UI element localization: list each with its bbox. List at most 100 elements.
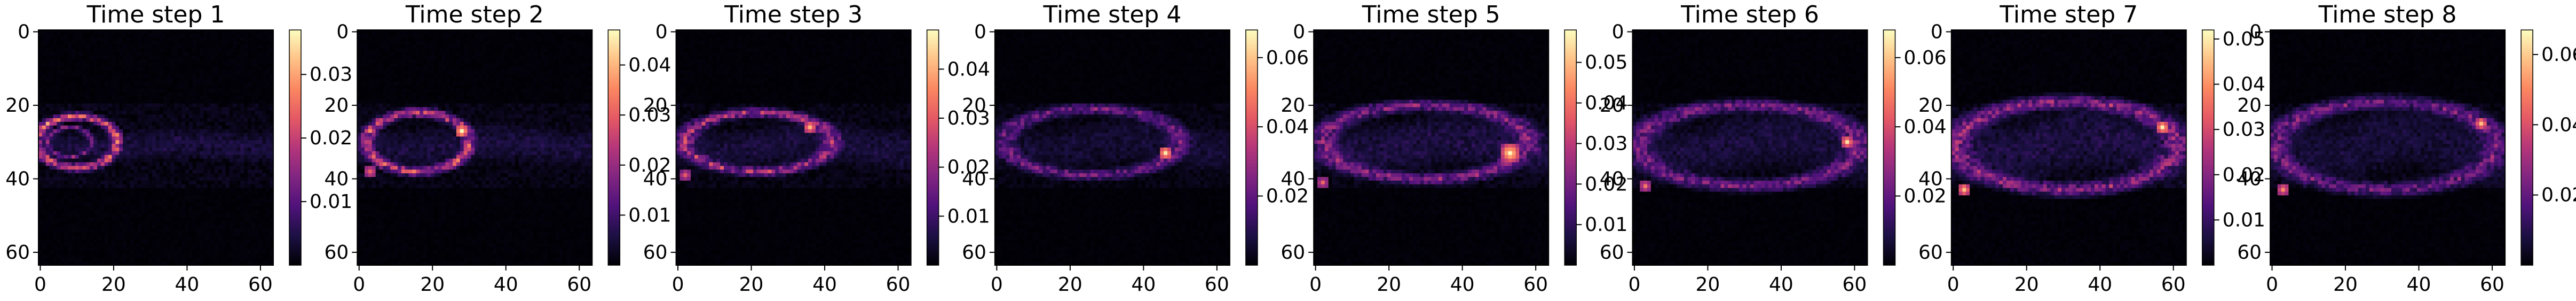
heatmap-cell bbox=[46, 56, 50, 59]
heatmap-cell bbox=[468, 52, 471, 56]
heatmap-cell bbox=[559, 41, 563, 45]
heatmap-cell bbox=[38, 155, 42, 159]
heatmap-cell bbox=[230, 228, 233, 232]
heatmap-cell bbox=[83, 254, 86, 258]
heatmap-cell bbox=[68, 206, 72, 210]
heatmap-cell bbox=[93, 199, 97, 203]
heatmap-cell bbox=[504, 78, 508, 81]
heatmap-cell bbox=[127, 85, 130, 89]
heatmap-cell bbox=[68, 107, 72, 111]
heatmap-cell bbox=[255, 89, 259, 92]
heatmap-cell bbox=[178, 41, 181, 45]
heatmap-cell bbox=[464, 78, 468, 81]
heatmap-cell bbox=[248, 181, 251, 184]
heatmap-cell bbox=[50, 34, 53, 37]
heatmap-cell bbox=[259, 166, 263, 169]
heatmap-cell bbox=[148, 100, 152, 104]
heatmap-cell bbox=[152, 71, 156, 74]
heatmap-cell bbox=[156, 107, 160, 111]
heatmap-cell bbox=[115, 148, 119, 151]
heatmap-cell bbox=[453, 41, 456, 45]
heatmap-cell bbox=[72, 71, 75, 74]
heatmap-cell bbox=[196, 81, 200, 85]
heatmap-cell bbox=[181, 45, 185, 49]
heatmap-cell bbox=[119, 228, 123, 232]
heatmap-cell bbox=[215, 251, 218, 254]
heatmap-cell bbox=[75, 251, 79, 254]
heatmap-cell bbox=[412, 48, 416, 52]
heatmap-cell bbox=[200, 59, 204, 63]
heatmap-cell bbox=[46, 122, 50, 126]
heatmap-cell bbox=[189, 188, 193, 192]
heatmap-cell bbox=[83, 30, 86, 34]
heatmap-cell bbox=[181, 30, 185, 34]
heatmap-cell bbox=[115, 100, 119, 104]
heatmap-cell bbox=[266, 199, 270, 203]
heatmap-cell bbox=[79, 34, 83, 37]
heatmap-cell bbox=[60, 166, 64, 169]
heatmap-cell bbox=[449, 52, 453, 56]
heatmap-cell bbox=[226, 184, 230, 188]
heatmap-cell bbox=[230, 151, 233, 155]
heatmap-cell bbox=[251, 107, 255, 111]
heatmap-cell bbox=[211, 48, 215, 52]
heatmap-cell bbox=[108, 166, 112, 169]
heatmap-cell bbox=[57, 192, 60, 196]
heatmap-cell bbox=[141, 247, 145, 251]
heatmap-cell bbox=[148, 67, 152, 71]
heatmap-cell bbox=[174, 118, 178, 122]
heatmap-cell bbox=[207, 78, 211, 81]
heatmap-cell bbox=[160, 78, 163, 81]
heatmap-cell bbox=[83, 214, 86, 218]
heatmap-cell bbox=[193, 67, 196, 71]
heatmap-cell bbox=[460, 59, 464, 63]
heatmap-cell bbox=[255, 34, 259, 37]
heatmap-cell bbox=[203, 92, 207, 96]
heatmap-cell bbox=[178, 45, 181, 49]
heatmap-cell bbox=[53, 195, 57, 199]
heatmap-cell bbox=[60, 173, 64, 177]
heatmap-cell bbox=[141, 56, 145, 59]
heatmap-cell bbox=[468, 45, 471, 49]
heatmap-cell bbox=[196, 218, 200, 221]
heatmap-cell bbox=[226, 148, 230, 151]
heatmap-cell bbox=[174, 34, 178, 37]
heatmap-cell bbox=[141, 96, 145, 100]
heatmap-cell bbox=[394, 52, 398, 56]
heatmap-cell bbox=[53, 114, 57, 118]
heatmap-cell bbox=[178, 89, 181, 92]
heatmap-cell bbox=[75, 169, 79, 173]
heatmap-cell bbox=[203, 206, 207, 210]
heatmap-cell bbox=[519, 71, 523, 74]
heatmap-cell bbox=[46, 92, 50, 96]
heatmap-cell bbox=[193, 92, 196, 96]
heatmap-cell bbox=[163, 236, 167, 240]
heatmap-cell bbox=[101, 173, 105, 177]
heatmap-cell bbox=[218, 63, 222, 67]
heatmap-cell bbox=[119, 89, 123, 92]
heatmap-cell bbox=[207, 107, 211, 111]
heatmap-cell bbox=[181, 34, 185, 37]
heatmap-cell bbox=[203, 63, 207, 67]
heatmap-cell bbox=[438, 56, 442, 59]
heatmap-cell bbox=[409, 30, 413, 34]
heatmap-cell bbox=[215, 45, 218, 49]
heatmap-cell bbox=[167, 111, 171, 114]
heatmap-cell bbox=[486, 74, 489, 78]
heatmap-cell bbox=[244, 71, 248, 74]
heatmap-cell bbox=[148, 210, 152, 214]
heatmap-cell bbox=[101, 126, 105, 129]
heatmap-cell bbox=[123, 251, 127, 254]
heatmap-cell bbox=[119, 195, 123, 199]
heatmap-cell bbox=[203, 188, 207, 192]
heatmap-cell bbox=[441, 71, 445, 74]
heatmap-cell bbox=[262, 228, 266, 232]
heatmap-cell bbox=[181, 247, 185, 251]
heatmap-cell bbox=[255, 52, 259, 56]
heatmap-cell bbox=[174, 258, 178, 261]
heatmap-cell bbox=[160, 228, 163, 232]
heatmap-cell bbox=[72, 225, 75, 228]
heatmap-cell bbox=[138, 195, 141, 199]
heatmap-cell bbox=[60, 159, 64, 163]
heatmap-cell bbox=[42, 100, 46, 104]
